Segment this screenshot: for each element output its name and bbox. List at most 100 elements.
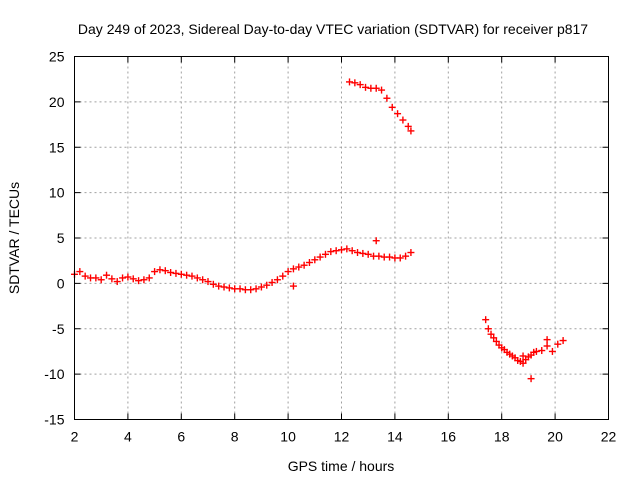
data-points xyxy=(71,78,567,383)
data-point xyxy=(527,375,535,383)
data-point xyxy=(119,274,127,282)
data-point xyxy=(167,268,175,276)
data-point xyxy=(538,347,546,355)
data-point xyxy=(548,347,556,355)
data-point xyxy=(362,83,370,91)
data-point xyxy=(484,325,492,333)
data-point xyxy=(145,274,153,282)
data-point xyxy=(199,276,207,284)
data-point xyxy=(492,337,500,345)
data-point xyxy=(284,268,292,276)
data-point xyxy=(252,285,260,293)
data-point xyxy=(204,278,212,286)
data-point xyxy=(172,269,180,277)
data-point xyxy=(305,259,313,267)
data-point xyxy=(268,278,276,286)
data-point xyxy=(364,250,372,258)
data-point xyxy=(386,253,394,261)
data-point xyxy=(289,265,297,273)
x-tick-label: 6 xyxy=(177,429,185,445)
x-tick-label: 12 xyxy=(334,429,350,445)
y-tick-label: -5 xyxy=(52,321,65,337)
data-point xyxy=(225,284,233,292)
data-point xyxy=(532,347,540,355)
y-tick-label: -15 xyxy=(44,412,64,428)
data-point xyxy=(247,286,255,294)
data-point xyxy=(490,334,498,342)
data-point xyxy=(76,268,84,276)
data-point xyxy=(135,277,143,285)
data-point xyxy=(346,78,354,86)
y-tick-label: 25 xyxy=(49,49,65,65)
x-tick-label: 2 xyxy=(71,429,79,445)
y-tick-label: 5 xyxy=(57,230,65,246)
data-point xyxy=(257,283,265,291)
data-point xyxy=(378,86,386,94)
x-tick-label: 10 xyxy=(280,429,296,445)
data-point xyxy=(407,249,415,257)
data-point xyxy=(311,256,319,264)
data-point xyxy=(404,122,412,130)
plot-frame xyxy=(74,56,609,420)
data-point xyxy=(394,110,402,118)
data-point xyxy=(161,267,169,275)
data-point xyxy=(402,252,410,260)
data-point xyxy=(113,278,121,286)
x-tick-label: 14 xyxy=(387,429,403,445)
data-point xyxy=(482,316,490,324)
data-point xyxy=(356,81,364,89)
data-point xyxy=(129,275,137,283)
data-point xyxy=(193,274,201,282)
chart-title: Day 249 of 2023, Sidereal Day-to-day VTE… xyxy=(78,21,588,37)
data-point xyxy=(554,340,562,348)
data-point xyxy=(372,237,380,245)
data-point xyxy=(519,352,527,360)
data-point xyxy=(343,245,351,253)
data-point xyxy=(215,282,223,290)
x-tick-label: 4 xyxy=(124,429,132,445)
data-point xyxy=(372,84,380,92)
x-tick-label: 8 xyxy=(231,429,239,445)
data-point xyxy=(108,275,116,283)
data-point xyxy=(289,282,297,290)
data-point xyxy=(183,271,191,279)
data-point xyxy=(92,274,100,282)
data-point xyxy=(81,272,89,280)
data-point xyxy=(354,249,362,257)
y-tick-label: -10 xyxy=(44,366,64,382)
x-tick-label: 20 xyxy=(547,429,563,445)
data-point xyxy=(209,280,217,288)
data-point xyxy=(359,249,367,257)
data-point xyxy=(321,250,329,258)
data-point xyxy=(316,253,324,261)
data-point xyxy=(338,246,345,254)
data-point xyxy=(97,276,105,284)
data-point xyxy=(407,127,415,135)
y-tick-label: 20 xyxy=(49,94,65,110)
y-tick-label: 10 xyxy=(49,185,65,201)
y-tick-labels: -15 -10 -5 0 5 10 15 20 25 xyxy=(44,49,64,428)
data-point xyxy=(543,342,551,350)
data-point xyxy=(351,79,359,87)
x-axis-label: GPS time / hours xyxy=(288,458,395,474)
data-point xyxy=(151,268,159,276)
x-tick-label: 16 xyxy=(441,429,457,445)
data-point xyxy=(220,283,228,291)
data-point xyxy=(399,116,407,124)
data-point xyxy=(396,254,404,262)
data-point xyxy=(348,247,356,255)
data-point xyxy=(295,263,303,271)
data-point xyxy=(519,359,527,367)
x-tick-labels: 2 4 6 8 10 12 14 16 18 20 22 xyxy=(71,429,617,445)
data-point xyxy=(263,281,271,289)
data-point xyxy=(543,336,551,344)
data-point xyxy=(383,94,391,102)
data-point xyxy=(140,276,148,284)
y-axis-label: SDTVAR / TECUs xyxy=(6,182,22,294)
data-point xyxy=(273,276,281,284)
x-tick-label: 22 xyxy=(601,429,617,445)
y-tick-label: 0 xyxy=(57,275,65,291)
data-point xyxy=(559,337,567,345)
data-point xyxy=(236,285,244,293)
